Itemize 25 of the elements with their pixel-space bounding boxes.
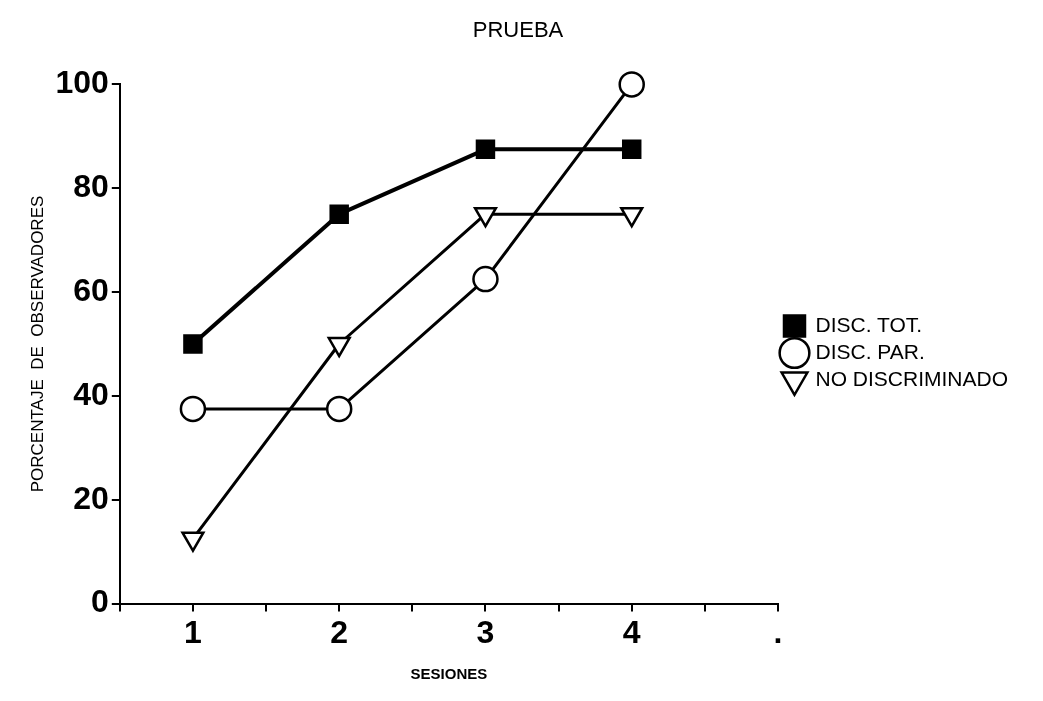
chart-title: PRUEBA bbox=[472, 17, 564, 43]
point bbox=[472, 265, 499, 293]
y-tick-label: 20 bbox=[73, 479, 109, 516]
x-tick-label: 4 bbox=[622, 613, 641, 650]
point bbox=[325, 395, 353, 423]
point bbox=[329, 204, 349, 224]
point bbox=[618, 71, 645, 98]
point bbox=[621, 139, 642, 160]
x-tick-label: 3 bbox=[476, 613, 495, 650]
x-tick-label: . bbox=[773, 613, 783, 650]
legend-label: NO DISCRIMINADO bbox=[815, 366, 1009, 390]
x-tick-label: 2 bbox=[330, 613, 349, 650]
y-tick-label: 100 bbox=[55, 64, 109, 101]
y-tick-label: 40 bbox=[73, 375, 109, 412]
legend-label: DISC. TOT. bbox=[815, 312, 923, 336]
legend-label: DISC. PAR. bbox=[815, 339, 925, 363]
x-axis-title: SESIONES bbox=[410, 665, 488, 683]
point bbox=[179, 395, 207, 423]
point bbox=[183, 334, 203, 354]
y-tick-label: 80 bbox=[73, 168, 109, 205]
point bbox=[475, 139, 496, 160]
y-tick-label: 0 bbox=[90, 583, 109, 620]
x-tick-label: 1 bbox=[184, 613, 202, 650]
y-tick-label: 60 bbox=[73, 271, 109, 308]
y-axis-title: PORCENTAJE DE OBSERVADORES bbox=[27, 195, 47, 493]
